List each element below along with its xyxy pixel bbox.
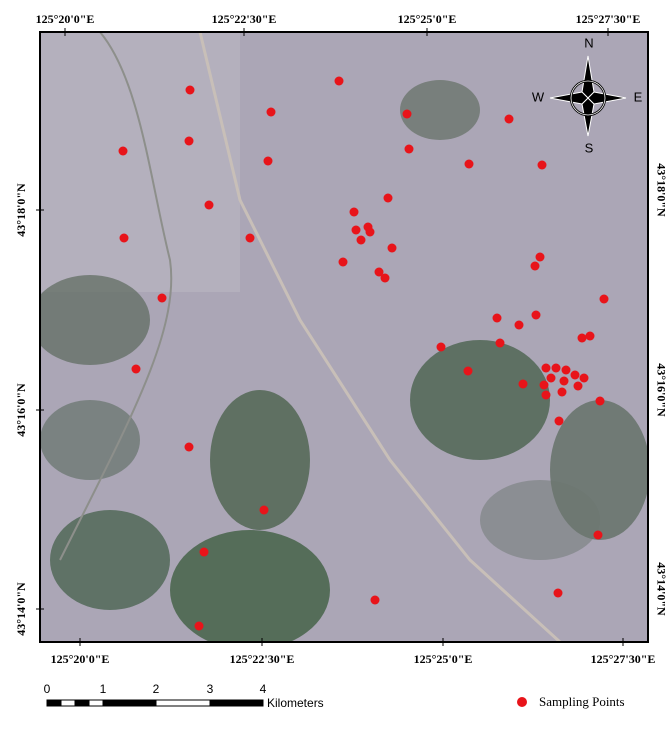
left-label: 43°16'0"N <box>14 383 28 437</box>
scale-tick: 1 <box>100 682 107 696</box>
bottom-label: 125°22'30"E <box>230 652 295 666</box>
left-label: 43°18'0"N <box>14 183 28 237</box>
left-label: 43°14'0"N <box>14 582 28 636</box>
top-label: 125°20'0"E <box>36 12 95 26</box>
compass-w: W <box>532 89 545 104</box>
bottom-label: 125°27'30"E <box>591 652 656 666</box>
top-label: 125°25'0"E <box>398 12 457 26</box>
compass-e: E <box>634 89 643 104</box>
bottom-label: 125°20'0"E <box>51 652 110 666</box>
legend-symbol <box>517 697 527 707</box>
top-label: 125°22'30"E <box>212 12 277 26</box>
scale-tick: 4 <box>260 682 267 696</box>
legend-label: Sampling Points <box>539 694 625 709</box>
satellite-image <box>30 32 650 650</box>
right-label: 43°18'0"N <box>654 163 667 217</box>
scale-tick: 2 <box>153 682 160 696</box>
scale-bar <box>47 700 263 706</box>
bottom-label: 125°25'0"E <box>414 652 473 666</box>
scale-unit: Kilometers <box>267 696 324 710</box>
right-label: 43°14'0"N <box>654 562 667 616</box>
compass-n: N <box>584 35 593 50</box>
right-label: 43°16'0"N <box>654 363 667 417</box>
map-figure: 125°20'0"E 125°22'30"E 125°25'0"E 125°27… <box>0 0 667 738</box>
scale-tick: 3 <box>207 682 214 696</box>
top-label: 125°27'30"E <box>576 12 641 26</box>
scale-tick: 0 <box>44 682 51 696</box>
compass-s: S <box>585 140 594 155</box>
